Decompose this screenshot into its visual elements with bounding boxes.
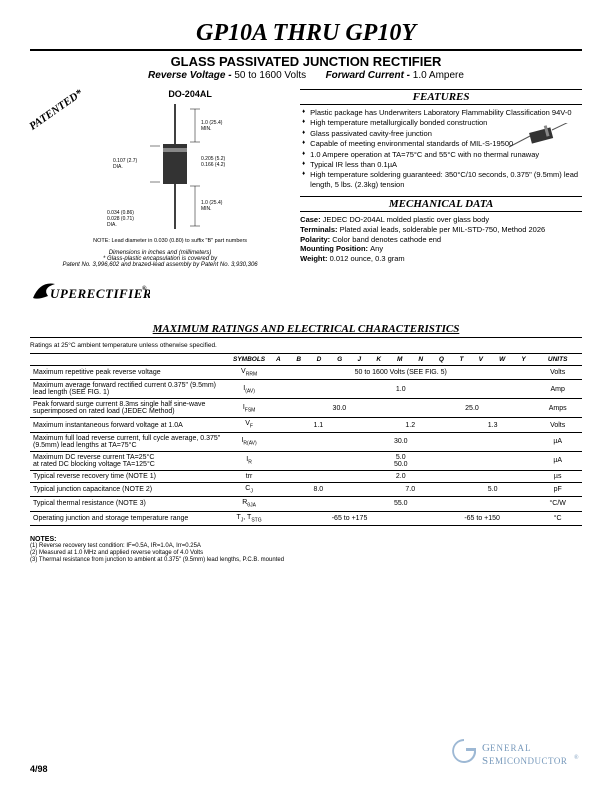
rv-label: Reverse Voltage - (148, 70, 232, 81)
features-header: FEATURES (300, 89, 582, 105)
feature-item: Plastic package has Underwriters Laborat… (302, 108, 582, 117)
notes-body: (1) Reverse recovery test condition: IF=… (30, 543, 582, 565)
feature-item: 1.0 Ampere operation at TA=75°C and 55°C… (302, 150, 582, 159)
svg-text:MIN.: MIN. (201, 206, 212, 212)
feature-item: Capable of meeting environmental standar… (302, 139, 582, 148)
feature-item: High temperature soldering guaranteed: 3… (302, 170, 582, 189)
page-title: GP10A THRU GP10Y (30, 20, 582, 51)
svg-text:MIN.: MIN. (201, 126, 212, 132)
svg-text:UPERECTIFIER: UPERECTIFIER (50, 286, 150, 301)
svg-text:®: ® (142, 285, 147, 292)
package-diagram: 1.0 (25.4) MIN. 0.107 (2.7) DIA. 0.205 (… (60, 104, 290, 236)
svg-text:0.166 (4.2): 0.166 (4.2) (201, 162, 226, 168)
feature-item: Typical IR less than 0.1µA (302, 160, 582, 169)
feature-item: Glass passivated cavity-free junction (302, 129, 582, 138)
lead-note: NOTE: Lead diameter in 0.030 (0.80) to s… (50, 238, 290, 244)
mechdata-body: Case: JEDEC DO-204AL molded plastic over… (300, 212, 582, 267)
ratings-note: Ratings at 25°C ambient temperature unle… (30, 342, 582, 349)
svg-text:EMICONDUCTOR: EMICONDUCTOR (489, 756, 567, 766)
svg-text:DIA.: DIA. (107, 222, 117, 228)
svg-text:®: ® (574, 754, 579, 761)
superectifier-logo: UPERECTIFIER ® (30, 278, 290, 311)
svg-text:G: G (482, 742, 490, 754)
mechdata-header: MECHANICAL DATA (300, 196, 582, 212)
spec-line: Reverse Voltage - 50 to 1600 Volts Forwa… (30, 70, 582, 81)
notes-header: NOTES: (30, 536, 582, 543)
features-list: Plastic package has Underwriters Laborat… (300, 105, 582, 196)
svg-text:S: S (482, 755, 488, 767)
feature-item: High temperature metallurgically bonded … (302, 118, 582, 127)
svg-text:DIA.: DIA. (113, 164, 123, 170)
patent-text2: Patent No. 3,996,602 and brazed-lead ass… (30, 262, 290, 268)
ratings-title: MAXIMUM RATINGS AND ELECTRICAL CHARACTER… (30, 323, 582, 338)
package-label: DO-204AL (90, 89, 290, 99)
ratings-table: SYMBOLS ABDGJKMNQTVWY UNITS Maximum repe… (30, 353, 582, 526)
footer-date: 4/98 (30, 764, 48, 774)
rv-val: 50 to 1600 Volts (234, 70, 306, 81)
fc-label: Forward Current - (326, 70, 410, 81)
subtitle: GLASS PASSIVATED JUNCTION RECTIFIER (30, 54, 582, 69)
brand-logo: G ENERAL S EMICONDUCTOR ® (452, 737, 582, 774)
fc-val: 1.0 Ampere (413, 70, 464, 81)
svg-text:ENERAL: ENERAL (490, 743, 532, 753)
